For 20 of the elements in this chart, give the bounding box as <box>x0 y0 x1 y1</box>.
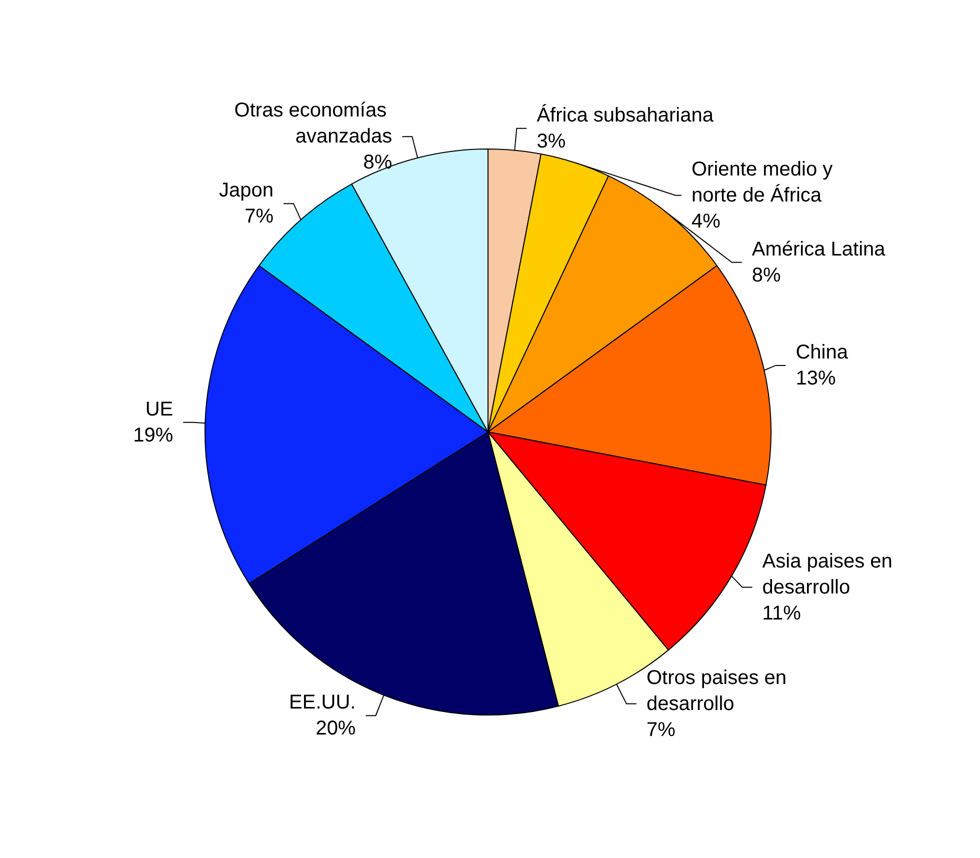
slice-label: Otros paises en desarrollo <box>646 666 792 715</box>
slice-label: China <box>796 341 849 364</box>
slice-label: Asia paises en desarrollo <box>762 550 898 598</box>
data-label: 7% <box>646 718 676 741</box>
slice-label: África subsahariana <box>536 103 714 126</box>
slice-label: América Latina <box>752 238 886 260</box>
data-label: 3% <box>536 130 566 152</box>
data-label: 7% <box>244 206 274 228</box>
data-label: 20% <box>316 718 356 740</box>
data-label: 11% <box>762 602 802 624</box>
data-label: 8% <box>363 152 392 174</box>
slice-label: EE.UU. <box>289 692 356 714</box>
slice-label: Otras economías avanzadas <box>234 100 392 148</box>
data-label: 4% <box>691 210 721 232</box>
data-label: 13% <box>796 367 836 390</box>
slice-label: Oriente medio y norte de África <box>691 158 838 206</box>
slice-label: Japon <box>219 180 274 202</box>
data-label: 19% <box>133 424 174 446</box>
data-label: 8% <box>752 264 782 286</box>
slice-label: UE <box>145 398 174 420</box>
